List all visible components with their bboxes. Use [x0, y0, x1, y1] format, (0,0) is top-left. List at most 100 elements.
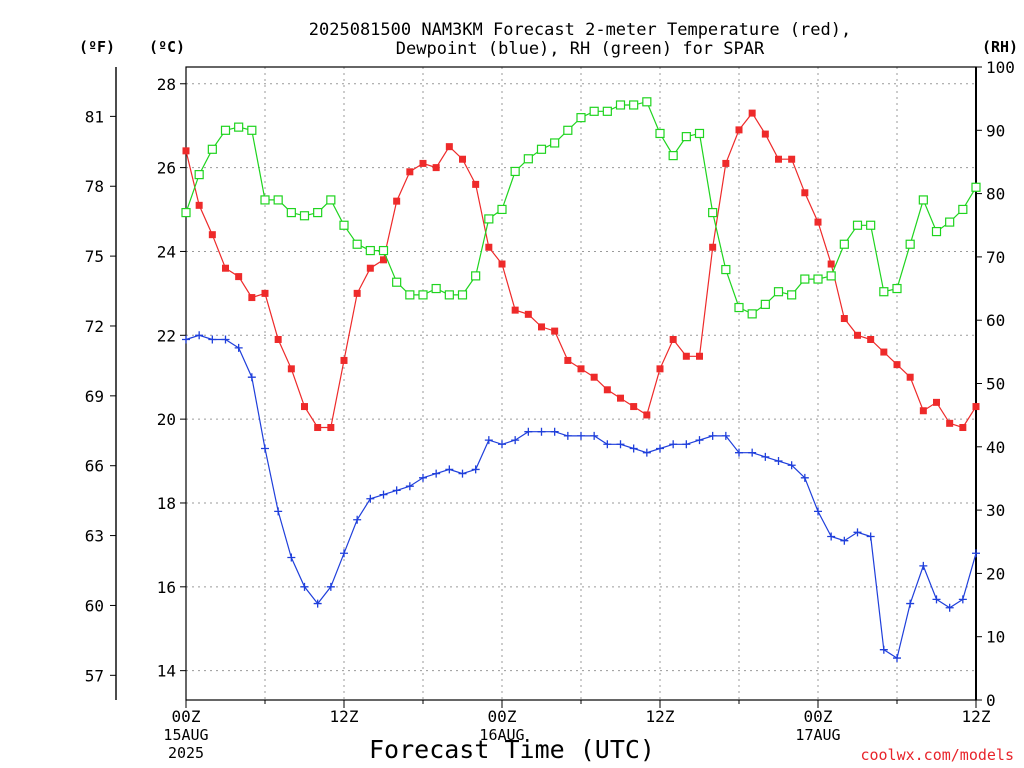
fahrenheit-axis-unit: (ºF) [79, 38, 115, 56]
temperature-point [761, 130, 769, 138]
rh-point [800, 274, 810, 284]
temperature-point [643, 411, 651, 419]
dewpoint-point [695, 436, 704, 445]
rh-point [497, 204, 507, 215]
temperature-point [893, 361, 901, 369]
rh-point [365, 245, 375, 256]
dewpoint-point [340, 549, 348, 558]
temperature-point [656, 365, 664, 373]
dewpoint-point [445, 465, 454, 474]
dewpoint-point [879, 645, 888, 654]
temperature-point [485, 243, 493, 251]
rh-point [655, 128, 665, 139]
rh-point [826, 271, 836, 281]
temperature-point [709, 243, 717, 251]
fahrenheit-tick-label: 75 [85, 247, 104, 266]
temperature-point [274, 335, 282, 343]
rh-point [220, 125, 231, 135]
rh-tick-label: 100 [986, 58, 1015, 77]
temperature-point [380, 256, 387, 264]
temperature-point [748, 109, 756, 117]
x-tick-label: 12Z [330, 707, 359, 726]
dewpoint-point [550, 427, 559, 436]
temperature-point [445, 143, 453, 151]
temperature-point [722, 159, 730, 167]
rh-point [247, 125, 257, 135]
temperature-point [854, 331, 861, 339]
x-year-label: 2025 [168, 744, 204, 762]
temperature-point [933, 398, 940, 406]
rh-point [892, 283, 902, 294]
temperature-point [340, 356, 348, 364]
dewpoint-point [405, 482, 414, 491]
dewpoint-point [642, 448, 651, 457]
rh-tick-label: 30 [986, 501, 1005, 520]
x-tick-label: 12Z [962, 707, 991, 726]
rh-point [839, 239, 849, 249]
rh-point [747, 309, 757, 319]
rh-point [339, 220, 349, 230]
dewpoint-point [182, 335, 190, 344]
dewpoint-point [814, 507, 822, 516]
rh-point [392, 277, 402, 287]
grid-lines [186, 67, 976, 700]
temperature-point [195, 201, 203, 209]
temperature-point [959, 424, 967, 432]
plot-area [181, 97, 981, 663]
temperature-point [814, 218, 822, 226]
celsius-tick-label: 20 [157, 410, 176, 429]
temperature-point [538, 323, 545, 331]
dewpoint-point [827, 532, 836, 541]
rh-point [313, 207, 323, 218]
dewpoint-point [563, 431, 572, 440]
dewpoint-point [840, 536, 849, 545]
celsius-tick-label: 16 [157, 578, 176, 597]
dewpoint-point [221, 335, 230, 344]
dewpoint-point [958, 595, 967, 604]
rh-point [668, 151, 678, 161]
rh-tick-label: 90 [986, 121, 1005, 140]
temperature-point [551, 327, 559, 335]
temperature-point [366, 264, 374, 272]
rh-point [378, 245, 389, 256]
temperature-point [301, 403, 308, 411]
temperature-point [696, 352, 703, 360]
temperature-point [682, 352, 690, 360]
dewpoint-point [392, 486, 401, 495]
rh-point [642, 97, 652, 107]
dewpoint-point [498, 440, 506, 449]
dewpoint-point [432, 469, 441, 478]
rh-tick-label: 50 [986, 375, 1005, 394]
rh-point [273, 195, 283, 205]
rh-point [629, 100, 639, 110]
dewpoint-point [669, 440, 678, 449]
rh-point [760, 299, 770, 309]
rh-point [563, 125, 573, 135]
dewpoint-point [748, 448, 757, 457]
temperature-point [235, 273, 243, 281]
rh-tick-label: 10 [986, 628, 1005, 647]
celsius-tick-label: 26 [157, 159, 176, 178]
rh-point [879, 287, 889, 297]
temperature-point [669, 335, 677, 343]
dewpoint-point [537, 427, 546, 436]
plot-frame [185, 66, 977, 701]
dewpoint-point [603, 440, 612, 449]
dewpoint-point [234, 343, 243, 352]
x-axis-title: Forecast Time (UTC) [369, 735, 655, 764]
rh-point [234, 122, 244, 132]
rh-tick-label: 20 [986, 564, 1005, 583]
temperature-point [827, 260, 835, 268]
dewpoint-point [800, 473, 809, 482]
rh-point [971, 182, 981, 192]
fahrenheit-tick-label: 72 [85, 317, 104, 336]
rh-point [866, 220, 876, 230]
x-tick-label: 00Z [172, 707, 201, 726]
dewpoint-point [616, 440, 625, 449]
dewpoint-point [511, 436, 520, 445]
rh-point [550, 138, 560, 148]
dewpoint-point [208, 335, 217, 344]
dewpoint-point [774, 457, 783, 466]
dewpoint-point [629, 444, 638, 453]
